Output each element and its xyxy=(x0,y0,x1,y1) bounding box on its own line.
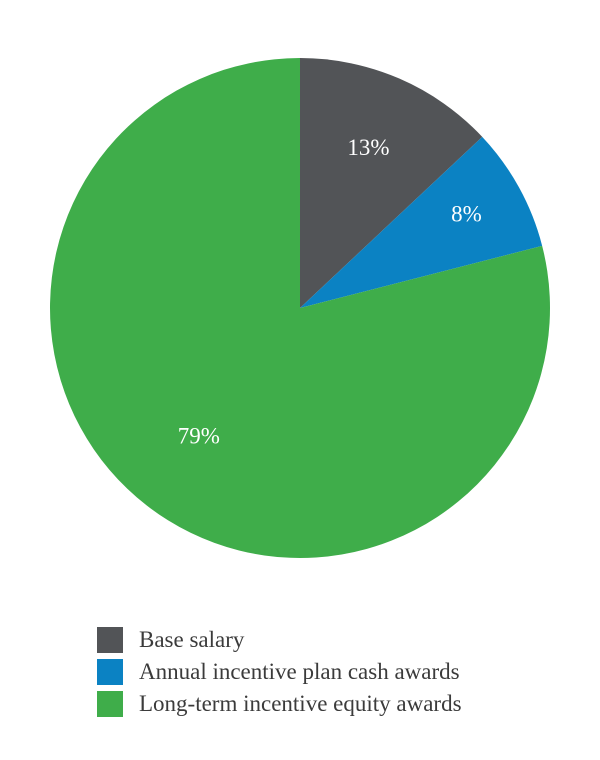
legend-item-base-salary: Base salary xyxy=(97,624,577,656)
legend-swatch-base-salary xyxy=(97,627,123,653)
legend: Base salary Annual incentive plan cash a… xyxy=(97,624,577,720)
slice-label-long-term-incentive: 79% xyxy=(178,424,220,449)
pie-slice-long-term-incentive xyxy=(50,58,551,558)
legend-swatch-long-term-incentive xyxy=(97,691,123,717)
pie-slice-base-salary xyxy=(300,58,483,308)
pie-slice-annual-incentive xyxy=(300,136,543,308)
legend-swatch-annual-incentive xyxy=(97,659,123,685)
legend-label-annual-incentive: Annual incentive plan cash awards xyxy=(139,659,460,684)
pie-chart: 13% 8% 79% xyxy=(50,58,551,558)
slice-label-base-salary: 13% xyxy=(347,135,389,160)
legend-label-base-salary: Base salary xyxy=(139,627,245,652)
slice-label-annual-incentive: 8% xyxy=(451,202,482,227)
legend-item-annual-incentive: Annual incentive plan cash awards xyxy=(97,656,577,688)
legend-item-long-term-incentive: Long-term incentive equity awards xyxy=(97,688,577,720)
legend-label-long-term-incentive: Long-term incentive equity awards xyxy=(139,691,462,716)
